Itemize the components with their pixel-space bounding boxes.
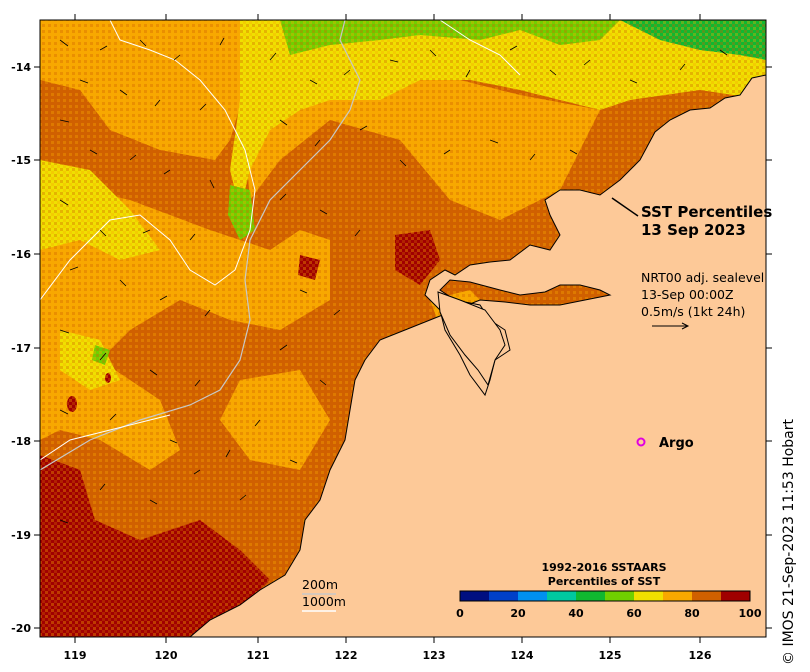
colorbar-title: 1992-2016 SSTAARS [541, 561, 666, 574]
colorbar-tick-label: 20 [510, 607, 526, 620]
title-pointer [611, 197, 639, 217]
colorbar-swatch [547, 591, 577, 601]
colorbar-swatch [692, 591, 722, 601]
lon-tick-label: 125 [599, 649, 622, 662]
map-title: SST Percentiles [641, 203, 772, 221]
product-time: 13-Sep 00:00Z [641, 287, 734, 302]
plot-frame [39, 19, 767, 638]
lat-tick-label: -19 [11, 529, 31, 542]
bathymetry-1000m [439, 20, 521, 76]
lon-tick-label: 124 [511, 649, 534, 662]
argo-label: Argo [659, 436, 694, 451]
colorbar-tick-label: 0 [456, 607, 464, 620]
colorbar-swatch [460, 591, 490, 601]
lon-tick-label: 120 [155, 649, 178, 662]
colorbar-tick-label: 60 [626, 607, 642, 620]
vector-scale-label: 0.5m/s (1kt 24h) [641, 304, 745, 319]
current-vectors [59, 37, 728, 524]
lon-tick-label: 123 [423, 649, 446, 662]
colorbar-tick-label: 40 [568, 607, 584, 620]
contour-legend-1000m: 1000m [302, 594, 346, 609]
colorbar-frame [459, 590, 751, 602]
colorbar-subtitle: Percentiles of SST [548, 575, 661, 588]
colorbar-tick-label: 100 [739, 607, 762, 620]
lon-tick-label: 119 [64, 649, 87, 662]
lat-tick-label: -20 [11, 622, 31, 635]
colorbar-swatch [721, 591, 751, 601]
bathymetry-200m [40, 20, 361, 471]
argo-float-marker[interactable] [636, 437, 646, 447]
colorbar [459, 590, 751, 602]
colorbar-swatch [489, 591, 519, 601]
colorbar-swatch [518, 591, 548, 601]
bathymetry-1000m [40, 414, 171, 461]
vector-scale-arrow [652, 322, 690, 330]
lat-tick-label: -14 [11, 61, 31, 74]
bathymetry-1000m [40, 20, 256, 301]
colorbar-swatch [576, 591, 606, 601]
colorbar-swatch [634, 591, 664, 601]
colorbar-swatch [605, 591, 635, 601]
map-date: 13 Sep 2023 [641, 221, 746, 239]
lat-tick-label: -17 [11, 342, 31, 355]
product-label: NRT00 adj. sealevel [641, 270, 764, 285]
contour-legend-200m: 200m [302, 577, 338, 592]
lat-tick-label: -15 [11, 154, 31, 167]
colorbar-swatch [663, 591, 693, 601]
land-peninsula [437, 291, 506, 387]
lat-tick-label: -16 [11, 248, 31, 261]
lon-tick-label: 122 [335, 649, 358, 662]
credit-text: © IMOS 21-Sep-2023 11:53 Hobart [781, 419, 797, 665]
colorbar-tick-label: 80 [684, 607, 700, 620]
lon-tick-label: 121 [247, 649, 270, 662]
lat-tick-label: -18 [11, 435, 31, 448]
lon-tick-label: 126 [689, 649, 712, 662]
axis-ticks [34, 14, 772, 643]
